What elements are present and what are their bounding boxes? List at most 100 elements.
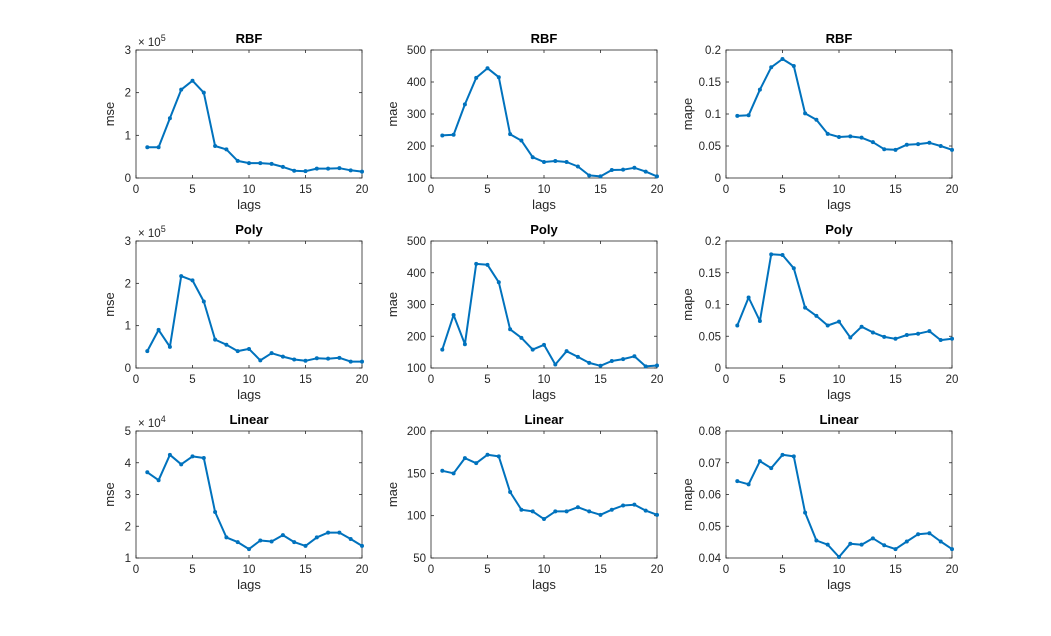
data-point [247,346,251,351]
data-point [632,165,637,170]
x-tick-label: 15 [594,374,607,386]
data-point [643,508,648,513]
data-point [609,168,614,172]
y-tick-label: 0.15 [699,77,721,89]
data-point [757,319,762,324]
data-point [145,145,150,150]
data-point [167,116,172,121]
y-axis-label: mape [680,478,695,511]
series-line [442,453,658,521]
data-point [485,66,490,71]
x-tick-label: 0 [723,374,729,386]
plot-title: Poly [825,222,853,237]
data-point [950,336,954,341]
data-point [814,117,819,122]
y-tick-label: 200 [407,426,426,438]
data-point [735,479,740,484]
data-point [247,547,251,552]
data-point [348,359,353,364]
y-exponent-label: × 104 [138,414,166,430]
data-point [735,323,740,328]
y-tick-label: 1 [125,321,131,333]
data-point [269,539,274,544]
plot-title: Linear [524,412,563,427]
data-point [360,169,364,174]
data-point [938,338,943,343]
data-point [326,356,331,361]
data-point [598,363,603,368]
data-point [575,505,580,510]
y-tick-label: 50 [413,553,426,565]
series-line [146,275,362,363]
y-tick-label: 0.2 [705,236,721,248]
data-point [904,332,909,337]
data-point [938,539,943,544]
data-point [145,349,150,354]
data-point [848,335,853,340]
x-tick-label: 5 [484,564,490,576]
data-point [927,531,932,536]
data-point [791,454,796,459]
data-point [859,542,864,547]
y-tick-label: 400 [407,268,426,280]
y-exponent-label: × 105 [138,33,166,49]
x-tick-label: 5 [779,564,785,576]
y-tick-label: 3 [125,236,131,248]
y-tick-label: 0.07 [699,458,721,470]
data-point [314,356,319,361]
x-tick-label: 20 [651,564,664,576]
subplot-3: 0 5 10 15 20 0 0.05 0.1 0.15 0.2 RBF lags mape [680,31,958,212]
data-point [269,351,274,356]
y-tick-label: 0 [125,173,131,185]
data-point [893,336,898,341]
x-tick-label: 10 [538,564,551,576]
data-point [904,142,909,147]
x-tick-label: 10 [833,184,846,196]
x-tick-label: 5 [484,184,490,196]
data-point [950,147,954,152]
y-tick-label: 2 [125,521,131,533]
y-exponent-label: × 105 [138,224,166,240]
data-point [292,540,297,545]
x-tick-label: 15 [594,564,607,576]
x-tick-label: 0 [723,184,729,196]
series-line [441,262,658,368]
data-point [791,266,796,271]
data-point [746,113,751,118]
data-point [655,512,659,517]
data-point [916,532,921,537]
x-axis-label: lags [827,577,851,592]
x-axis-label: lags [237,577,261,592]
data-point [451,132,456,137]
data-point [462,456,467,461]
data-point [848,541,853,546]
data-point [621,167,626,172]
data-point [258,161,263,166]
data-point [564,160,569,164]
subplot-8: 0 5 10 15 20 50 100 150 200 Linear lags mae [385,412,663,592]
x-tick-label: 10 [243,564,256,576]
x-tick-label: 10 [243,374,256,386]
y-axis-label: mse [102,102,117,127]
data-point [167,452,172,457]
subplot-5: 0 5 10 15 20 100 200 300 400 500 Poly lags mae [385,222,663,402]
data-point [235,349,240,354]
x-tick-label: 5 [779,184,785,196]
data-point [542,160,546,164]
x-tick-label: 0 [133,564,139,576]
data-point [825,131,830,136]
x-tick-label: 15 [889,564,902,576]
plot-title: RBF [236,31,263,46]
axes-box [725,49,953,179]
data-point [474,261,479,266]
x-axis-label: lags [532,387,556,402]
y-tick-label: 1 [125,553,131,565]
x-tick-label: 5 [484,374,490,386]
data-point [632,502,637,507]
data-point [621,357,626,362]
data-point [655,363,659,368]
data-point [213,144,218,148]
x-tick-label: 10 [538,374,551,386]
x-axis-label: lags [237,197,261,212]
y-tick-label: 100 [407,363,426,375]
